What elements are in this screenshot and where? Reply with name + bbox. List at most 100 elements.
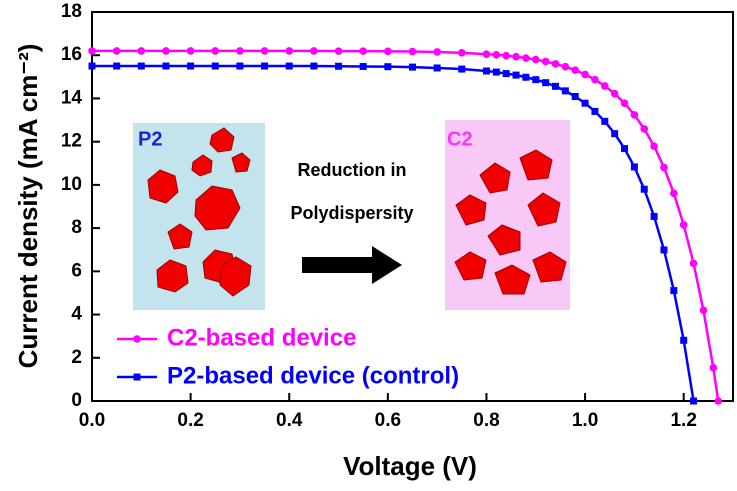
marker [335, 62, 343, 70]
inset-label: P2 [138, 128, 162, 150]
marker [670, 287, 678, 295]
marker [541, 57, 550, 66]
marker [384, 47, 392, 56]
marker [482, 67, 490, 75]
legend-label: P2-based device (control) [167, 362, 459, 389]
marker [512, 71, 520, 79]
marker [581, 99, 589, 107]
inset-illustration: P2 Reduction in Polydispersity C2 [133, 120, 570, 310]
marker [186, 47, 195, 55]
marker [113, 62, 121, 70]
marker [660, 163, 668, 172]
marker [630, 111, 639, 119]
marker [211, 62, 219, 70]
arrow [302, 246, 402, 284]
marker [551, 82, 559, 90]
marker [236, 62, 244, 70]
marker [88, 62, 96, 70]
marker [502, 70, 510, 78]
marker [285, 47, 294, 55]
marker [492, 68, 500, 76]
marker [482, 50, 491, 58]
y-axis-label: Current density (mA cm⁻²) [13, 44, 43, 369]
x-tick-label: 1.2 [670, 410, 696, 431]
legend-label: C2-based device [167, 324, 356, 351]
x-axis-label: Voltage (V) [343, 451, 477, 481]
marker [640, 185, 648, 193]
marker [542, 79, 550, 87]
marker [690, 397, 698, 405]
marker [409, 63, 416, 71]
annotation: Polydispersity [290, 203, 413, 223]
marker [408, 47, 417, 56]
marker [561, 62, 570, 71]
marker [112, 47, 121, 55]
marker [551, 60, 560, 68]
marker [709, 363, 718, 372]
inset-label: C2 [447, 128, 473, 150]
marker [531, 55, 540, 64]
marker [334, 47, 343, 55]
marker [689, 259, 698, 268]
y-tick-label: 8 [71, 217, 82, 238]
marker [522, 73, 530, 81]
marker [162, 62, 170, 70]
legend-marker [133, 335, 141, 343]
marker [359, 62, 367, 70]
marker [601, 82, 609, 90]
x-tick-label: 0.0 [79, 410, 105, 431]
y-tick-label: 18 [61, 1, 82, 22]
marker [285, 62, 293, 70]
y-tick-label: 4 [71, 304, 82, 325]
marker [502, 51, 510, 60]
y-tick-label: 12 [61, 131, 82, 152]
marker [660, 246, 668, 254]
marker [137, 47, 146, 55]
marker [458, 65, 466, 73]
marker [532, 76, 540, 84]
marker [236, 47, 244, 55]
x-tick-label: 0.6 [375, 410, 401, 431]
marker [561, 87, 569, 95]
marker [650, 142, 658, 151]
marker [591, 75, 599, 84]
marker [571, 92, 579, 100]
x-tick-label: 0.2 [177, 410, 203, 431]
marker [620, 99, 629, 107]
marker [384, 63, 392, 71]
marker [88, 47, 96, 55]
marker [310, 47, 318, 55]
marker [310, 62, 318, 70]
marker [621, 145, 629, 153]
x-tick-label: 1.0 [572, 410, 598, 431]
marker [670, 189, 678, 198]
plot-frame [91, 11, 734, 402]
y-tick-label: 2 [71, 347, 82, 368]
marker [137, 62, 145, 70]
marker [522, 54, 530, 62]
marker [680, 336, 688, 344]
marker [699, 306, 708, 315]
marker [571, 66, 580, 74]
marker [162, 47, 170, 55]
marker [433, 64, 441, 72]
y-tick-label: 14 [61, 87, 83, 108]
marker [458, 49, 466, 57]
marker [611, 130, 619, 138]
marker [359, 47, 367, 55]
marker [187, 62, 195, 70]
y-tick-label: 10 [61, 174, 82, 195]
marker [512, 52, 520, 61]
marker [591, 107, 599, 115]
marker [610, 89, 619, 98]
marker [211, 47, 220, 55]
marker [601, 117, 609, 125]
y-tick-label: 0 [71, 390, 82, 411]
y-tick-label: 6 [71, 260, 82, 281]
marker [630, 163, 638, 171]
legend-marker [133, 373, 141, 381]
marker [640, 125, 649, 133]
marker [714, 397, 723, 405]
